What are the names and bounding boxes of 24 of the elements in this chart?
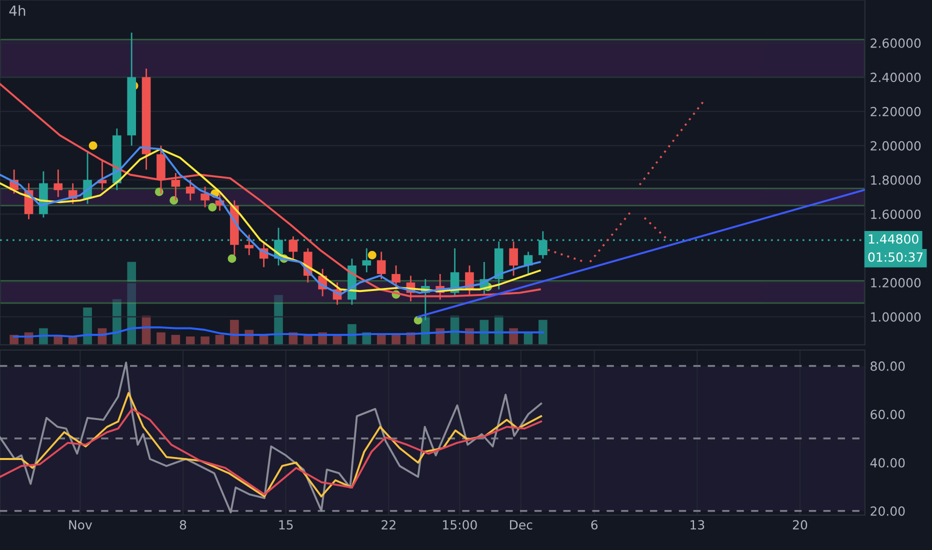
x-tick-label: 8 (180, 520, 186, 530)
ref-line-label: 1.44800 (868, 234, 918, 244)
y-tick-label: 2.60000 (870, 38, 921, 48)
x-tick-label: 15 (279, 520, 293, 530)
y-tick-label: 60.00 (870, 410, 905, 420)
x-tick-label: Nov (69, 520, 92, 530)
x-tick-label: 13 (690, 520, 704, 530)
x-tick-label: Dec (510, 520, 532, 530)
chart-title: 4h (9, 5, 26, 16)
y-tick-label: 80.00 (870, 361, 905, 371)
y-tick-label: 2.40000 (870, 72, 921, 82)
x-tick-label: 22 (382, 520, 396, 530)
x-tick-label: 15:00 (443, 520, 477, 530)
y-tick-label: 1.00000 (871, 312, 921, 322)
y-tick-label: 1.80000 (871, 175, 921, 185)
y-tick-label: 20.00 (870, 506, 905, 516)
y-tick-label: 1.20000 (871, 278, 921, 288)
y-tick-label: 40.00 (870, 458, 905, 468)
y-tick-label: 1.60000 (871, 210, 921, 220)
text: 01:50:37 (868, 252, 923, 262)
x-tick-label: 20 (792, 520, 808, 530)
x-tick-label: 6 (591, 520, 598, 530)
y-tick-label: 2.00000 (870, 141, 921, 151)
y-tick-label: 2.20000 (870, 106, 921, 116)
